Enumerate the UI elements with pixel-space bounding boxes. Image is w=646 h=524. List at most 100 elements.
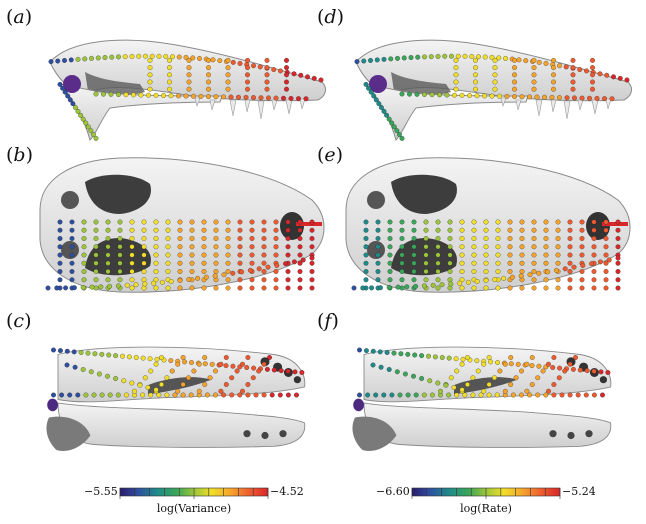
landmark-dot [611, 74, 616, 80]
landmark-dot [140, 392, 146, 398]
landmark-dot [375, 252, 381, 258]
landmark-dot [177, 227, 183, 233]
landmark-dot [531, 260, 537, 266]
landmark-dot [237, 244, 243, 250]
landmark-dot [363, 260, 369, 266]
landmark-dot [265, 264, 271, 270]
landmark-dot [549, 94, 555, 100]
landmark-dot [261, 252, 267, 258]
landmark-dot [201, 236, 207, 241]
landmark-dot [204, 392, 210, 398]
landmark-dot [496, 55, 502, 61]
landmark-dot [545, 269, 551, 275]
landmark-dot [131, 92, 136, 98]
landmark-dot [437, 92, 442, 98]
landmark-dot [387, 244, 393, 250]
landmark-dot [69, 260, 75, 266]
landmark-dot [447, 219, 453, 225]
landmark-dot [435, 380, 441, 386]
landmark-dot [237, 60, 243, 66]
landmark-dot [93, 252, 99, 258]
landmark-dot [527, 272, 533, 278]
landmark-dot [153, 236, 159, 241]
landmark-dot [413, 283, 419, 289]
landmark-dot [203, 274, 209, 280]
landmark-dot [201, 269, 207, 274]
landmark-dot [579, 252, 585, 258]
landmark-dot [145, 385, 151, 390]
landmark-dot [206, 86, 211, 92]
landmark-dot [273, 244, 279, 250]
landmark-dot [399, 269, 405, 274]
landmark-dot [285, 227, 291, 233]
landmark-dot [531, 72, 537, 78]
landmark-dot [57, 252, 63, 258]
landmark-dot [435, 219, 441, 225]
colorbar-variance-min: −5.55 [84, 485, 118, 498]
landmark-dot [245, 392, 251, 398]
landmark-dot [228, 94, 234, 100]
landmark-dot [495, 236, 501, 241]
landmark-dot [508, 382, 514, 387]
landmark-dot [245, 382, 251, 387]
landmark-dot [64, 362, 70, 368]
landmark-dot [81, 219, 87, 225]
landmark-dot [387, 236, 393, 241]
landmark-dot [264, 86, 270, 92]
landmark-dot [555, 244, 561, 250]
landmark-dot [71, 349, 77, 355]
landmark-dot [261, 269, 267, 274]
landmark-dot [167, 72, 172, 78]
landmark-dot [91, 392, 97, 398]
landmark-dot [167, 79, 172, 85]
landmark-dot [481, 361, 487, 367]
landmark-dot [399, 91, 405, 97]
landmark-dot [615, 277, 621, 283]
landmark-dot [374, 57, 380, 63]
landmark-dot [590, 65, 595, 71]
landmark-dot [407, 91, 412, 97]
landmark-dot [106, 352, 112, 358]
landmark-dot [165, 236, 171, 241]
landmark-dot [543, 285, 549, 291]
landmark-dot [206, 72, 211, 78]
landmark-dot [147, 356, 153, 362]
landmark-dot [132, 388, 137, 394]
landmark-dot [108, 91, 114, 97]
landmark-dot [507, 236, 513, 241]
landmark-dot [81, 244, 87, 250]
landmark-dot [196, 361, 202, 367]
landmark-dot [426, 353, 431, 359]
landmark-dot [237, 285, 243, 291]
landmark-dots-d [354, 53, 630, 141]
landmark-dot [191, 93, 196, 99]
landmark-dot [271, 367, 277, 373]
panel-label-a: (a) [6, 6, 33, 28]
landmark-dot [411, 252, 417, 258]
landmark-dot [462, 53, 468, 59]
landmark-dot [398, 351, 404, 357]
landmark-dot [543, 244, 549, 250]
landmark-dot [189, 252, 195, 258]
landmark-dot [368, 89, 374, 95]
landmark-dot [395, 284, 401, 290]
landmark-dot [555, 277, 561, 283]
landmark-dot [442, 53, 448, 59]
landmark-dot [429, 92, 435, 98]
landmark-dot [225, 244, 231, 250]
landmark-dot [105, 236, 111, 241]
landmark-dot [223, 382, 229, 387]
landmark-dot [249, 244, 255, 250]
landmark-dot [309, 219, 315, 225]
landmark-dot [357, 347, 362, 353]
landmark-dot [48, 59, 54, 65]
landmark-dot [57, 348, 63, 354]
landmark-dot [129, 277, 135, 283]
landmark-dot [154, 356, 160, 362]
landmark-dot [459, 219, 465, 225]
landmark-dots-f [357, 347, 611, 398]
landmark-dot [615, 285, 621, 291]
landmark-dot [80, 116, 86, 122]
landmark-dot [165, 244, 171, 250]
landmark-dot [209, 361, 215, 367]
